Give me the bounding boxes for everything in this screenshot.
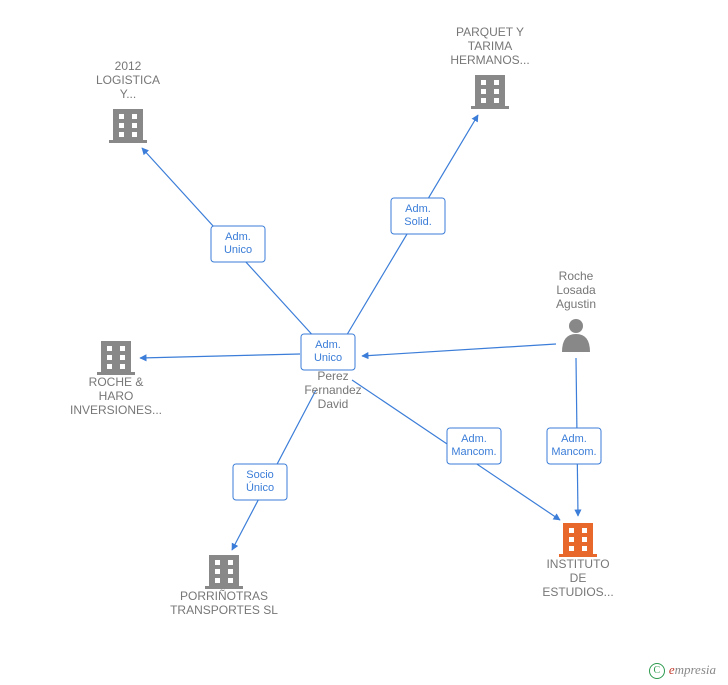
node-label: DE [570,571,587,585]
edge-label-text: Unico [224,244,252,256]
node-label: Roche [559,269,594,283]
copyright-label: Cempresia [649,662,716,679]
node-label: PARQUET Y [456,25,524,39]
node-label: 2012 [115,59,142,73]
edge-label-text: Mancom. [451,446,496,458]
building-icon [471,75,509,109]
edge [140,354,300,358]
node-label: ROCHE & [89,375,144,389]
edge-label-text: Adm. [561,433,587,445]
edge-label-text: Socio [246,469,274,481]
building-icon [205,555,243,589]
node-label: Losada [556,283,596,297]
edge-label-text: Adm. [461,433,487,445]
edge-label-text: Solid. [404,216,432,228]
building-icon [97,341,135,375]
edge-label-text: Mancom. [551,446,596,458]
node-label: Y... [120,87,136,101]
building-icon [109,109,147,143]
person-icon [562,319,590,352]
node-label: David [318,397,349,411]
building-icon [559,523,597,557]
node-label: HERMANOS... [450,53,529,67]
node-label: Fernandez [304,383,361,397]
node-label: PORRIÑOTRAS [180,589,268,603]
edge-label-text: Adm. [405,203,431,215]
node-label: INVERSIONES... [70,403,162,417]
edge-label-text: Unico [314,352,342,364]
node-label: ESTUDIOS... [542,585,613,599]
node-label: TARIMA [468,39,512,53]
edge-label-text: Adm. [225,231,251,243]
node-label: INSTITUTO [546,557,609,571]
edge-label-text: Único [246,481,274,494]
network-diagram: PerezFernandezDavid RocheLosadaAgustin 201… [0,0,728,685]
node-label: HARO [99,389,134,403]
edge [362,344,556,356]
copyright-icon: C [649,663,665,679]
edge-label-text: Adm. [315,339,341,351]
node-label: LOGISTICA [96,73,160,87]
node-label: Perez [317,369,348,383]
node-label: TRANSPORTES SL [170,603,278,617]
node-label: Agustin [556,297,596,311]
